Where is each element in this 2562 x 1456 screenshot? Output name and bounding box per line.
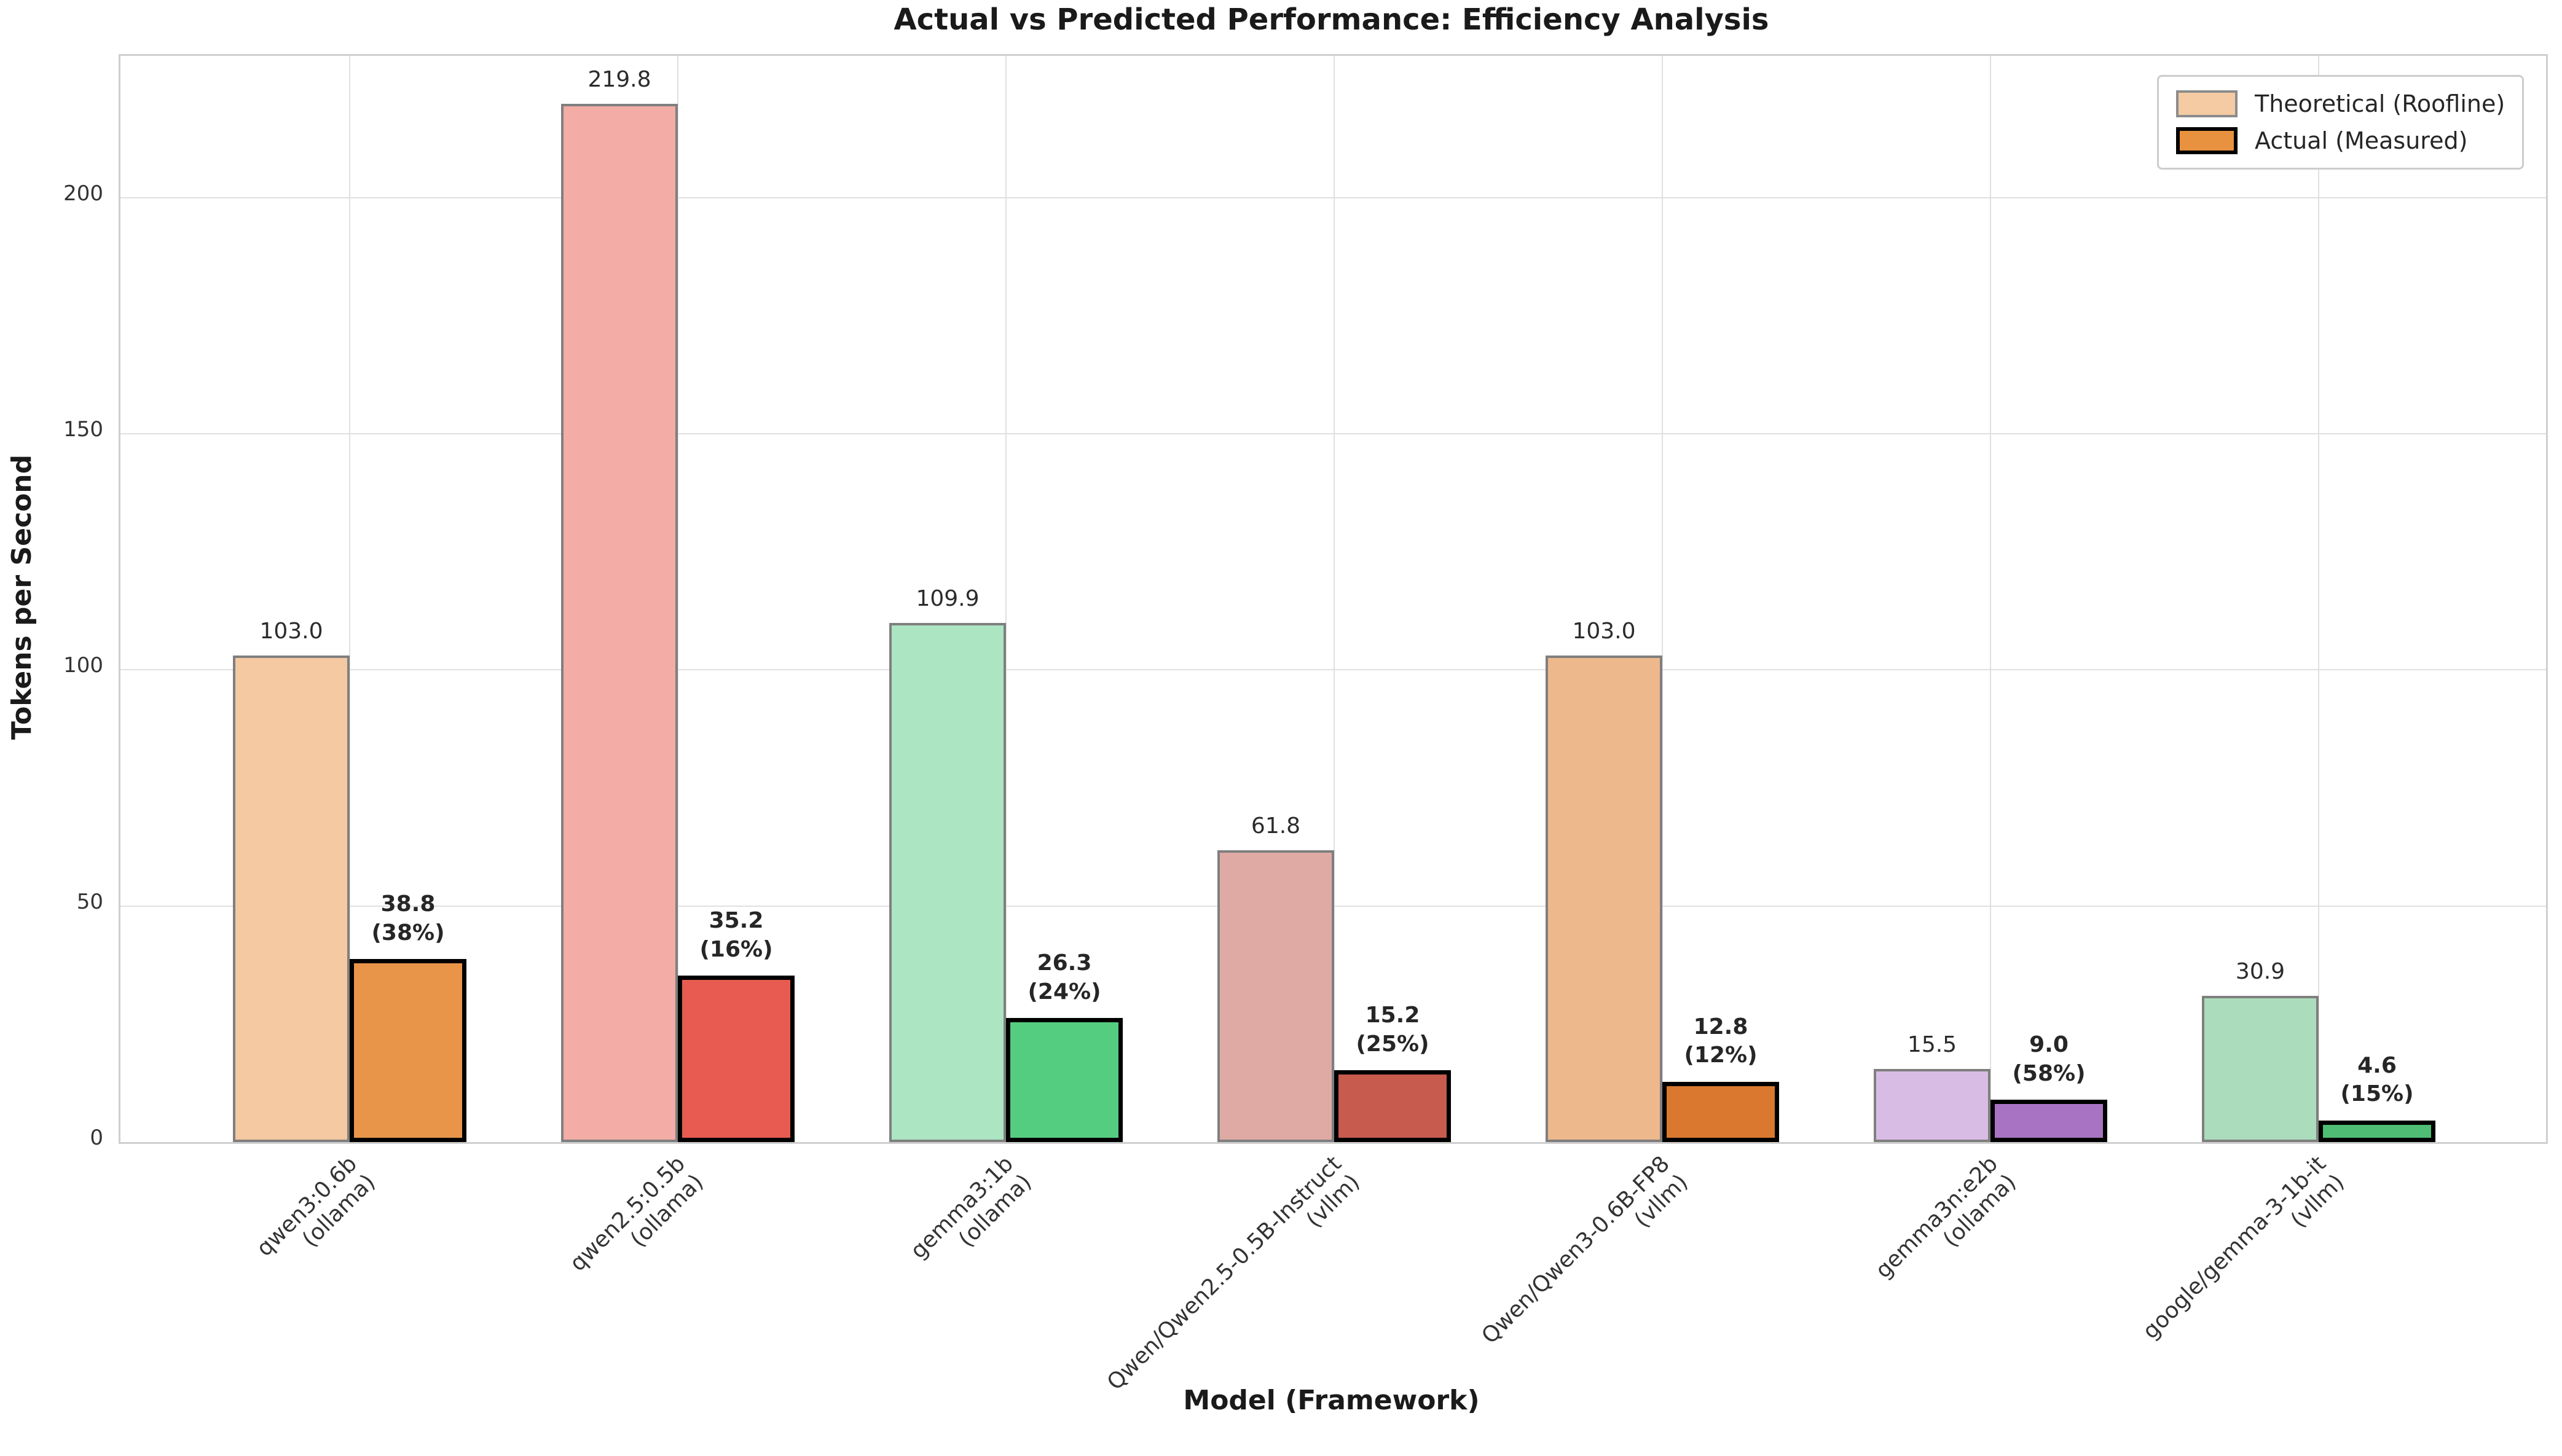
actual-bar [1334,1070,1451,1142]
y-tick-label: 0 [90,1125,103,1150]
y-gridline [120,669,2546,671]
actual-percent-line: (58%) [2012,1060,2086,1086]
theoretical-bar [1874,1068,1990,1142]
theoretical-value-label: 103.0 [259,619,323,644]
actual-bar [2319,1120,2435,1142]
y-tick-label: 50 [76,889,103,914]
actual-value-line: 9.0 [2029,1031,2069,1057]
actual-percent-line: (15%) [2340,1081,2414,1107]
actual-bar [1990,1099,2107,1142]
theoretical-value-label: 15.5 [1907,1031,1957,1057]
actual-percent-line: (24%) [1028,979,1101,1004]
y-tick-label: 150 [63,417,103,442]
actual-value-line: 26.3 [1037,950,1092,976]
theoretical-bar [1546,656,1662,1142]
theoretical-value-label: 219.8 [587,67,651,93]
y-gridline [120,432,2546,434]
actual-value-line: 35.2 [709,908,764,934]
theoretical-value-label: 103.0 [1572,619,1636,644]
theoretical-value-label: 61.8 [1251,813,1301,839]
actual-percent-line: (16%) [699,937,773,963]
theoretical-bar [2202,996,2319,1142]
legend-swatch-actual [2176,127,2238,154]
y-gridline [120,197,2546,198]
chart-title: Actual vs Predicted Performance: Efficie… [894,2,1769,37]
actual-value-label: 9.0 (58%) [1957,1031,2141,1089]
y-tick-label: 100 [63,653,103,678]
actual-bar [1006,1017,1123,1142]
x-gridline [1662,56,1663,1142]
actual-bar [678,976,795,1142]
plot-area: 103.0 38.8 (38%) 219.8 35.2 (16%) 109.9 26.3 (24… [119,54,2548,1144]
actual-value-line: 12.8 [1693,1014,1748,1039]
x-gridline [1005,56,1007,1142]
legend-swatch-theoretical [2176,90,2238,117]
actual-value-label: 12.8 (12%) [1629,1013,1813,1071]
x-gridline [677,56,678,1142]
x-gridline [349,56,350,1142]
legend: Theoretical (Roofline) Actual (Measured) [2157,75,2525,170]
actual-value-label: 15.2 (25%) [1300,1001,1485,1059]
actual-value-line: 38.8 [380,891,436,917]
x-gridline [2318,56,2319,1142]
legend-label-actual: Actual (Measured) [2255,127,2468,154]
theoretical-bar [889,623,1006,1142]
actual-percent-line: (25%) [1356,1031,1429,1057]
legend-item-theoretical: Theoretical (Roofline) [2176,90,2505,117]
x-gridline [1334,56,1335,1142]
legend-item-actual: Actual (Measured) [2176,127,2505,154]
legend-label-theoretical: Theoretical (Roofline) [2255,90,2505,117]
actual-percent-line: (38%) [371,920,445,945]
theoretical-value-label: 109.9 [916,586,980,612]
x-axis-label: Model (Framework) [1183,1385,1480,1416]
theoretical-bar [233,656,350,1142]
theoretical-value-label: 30.9 [2235,959,2285,985]
actual-value-line: 15.2 [1365,1003,1420,1028]
x-gridline [1990,56,1991,1142]
theoretical-bar [561,104,678,1142]
y-tick-label: 200 [63,181,103,206]
actual-value-line: 4.6 [2357,1052,2397,1078]
actual-value-label: 38.8 (38%) [316,890,500,948]
actual-bar [350,958,466,1142]
actual-value-label: 4.6 (15%) [2285,1052,2469,1110]
actual-value-label: 35.2 (16%) [644,907,828,965]
theoretical-bar [1217,850,1334,1142]
actual-bar [1662,1081,1779,1142]
actual-value-label: 26.3 (24%) [972,949,1157,1007]
actual-percent-line: (12%) [1684,1043,1758,1068]
